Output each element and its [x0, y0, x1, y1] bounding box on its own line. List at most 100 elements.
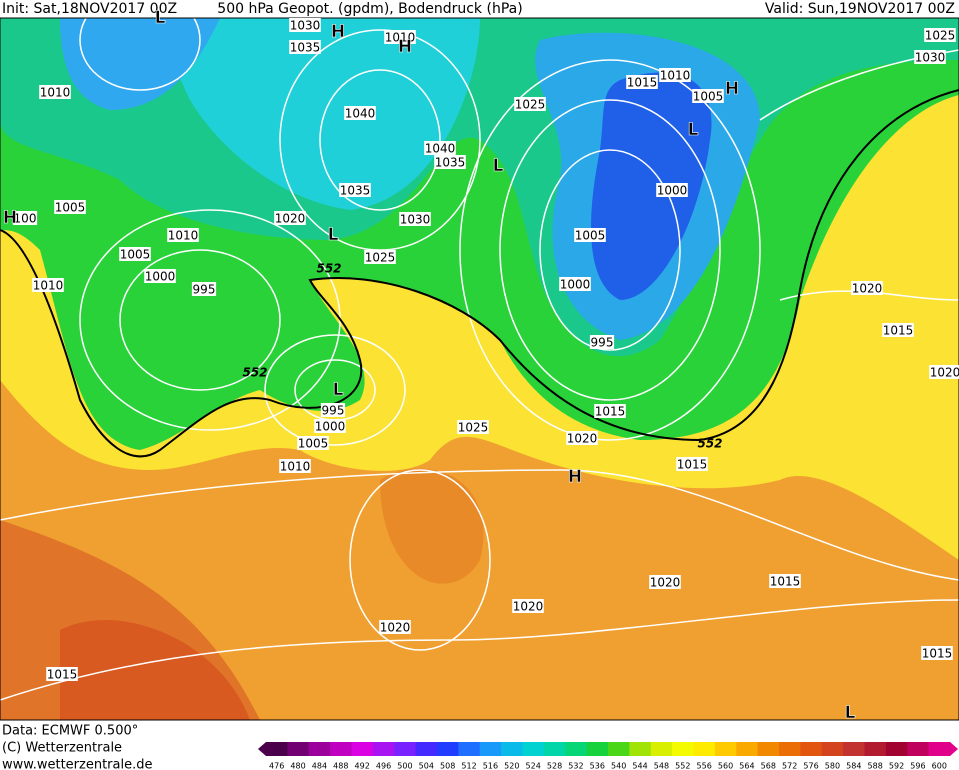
pressure-center: H: [568, 467, 582, 487]
isobar-label-bg: [457, 420, 489, 434]
isobar-label: 1005: [298, 437, 329, 451]
isobar-label: 1005: [575, 229, 606, 243]
colorbar-label: 564: [739, 762, 754, 770]
colorbar-label: 520: [504, 762, 519, 770]
pressure-center: L: [688, 120, 699, 140]
isobar-label: 1000: [315, 420, 346, 434]
colorbar-label: 588: [868, 762, 883, 770]
isobar-label-bg: [46, 667, 78, 681]
isobar-label-bg: [320, 403, 346, 417]
isobar-label: 1025: [458, 421, 489, 435]
isobar-label: 1035: [290, 41, 321, 55]
pressure-center: L: [328, 225, 339, 245]
colorbar-arrow: [950, 742, 958, 756]
copyright: (C) Wetterzentrale: [2, 741, 122, 756]
isobar-label: 1005: [55, 201, 86, 215]
isobar-label: 1010: [168, 229, 199, 243]
isobar-label: 1010: [385, 31, 416, 45]
colorbar-swatch: [308, 742, 331, 756]
colorbar-swatch: [714, 742, 737, 756]
colorbar-label: 516: [483, 762, 498, 770]
colorbar-label: 568: [761, 762, 776, 770]
colorbar-label: 592: [889, 762, 904, 770]
isobar-label-bg: [279, 459, 311, 473]
colorbar-label: 488: [333, 762, 348, 770]
isobar-label-bg: [364, 250, 396, 264]
isobar-label-bg: [167, 228, 199, 242]
isobar-label: 1030: [290, 19, 321, 33]
isobar-label: 1025: [515, 98, 546, 112]
colorbar-arrow: [258, 742, 266, 756]
colorbar-label: 600: [932, 762, 947, 770]
isobar-label: 1035: [435, 156, 466, 170]
colorbar-swatch: [821, 742, 844, 756]
colorbar-label: 572: [782, 762, 797, 770]
isobar-label: 1010: [660, 69, 691, 83]
colorbar-label: 532: [568, 762, 583, 770]
colorbar-label: 596: [910, 762, 925, 770]
colorbar-swatch: [672, 742, 694, 756]
isobar-label: 1040: [345, 107, 376, 121]
isobar-label: 1035: [340, 184, 371, 198]
colorbar-swatch: [437, 742, 459, 756]
isobar-label: 1010: [33, 279, 64, 293]
isobar-label: 1030: [400, 213, 431, 227]
colorbar-label: 544: [632, 762, 647, 770]
colorbar-swatch: [928, 742, 951, 756]
isobar-label-bg: [924, 28, 956, 42]
isobar-label-bg: [769, 574, 801, 588]
colorbar-label: 576: [803, 762, 818, 770]
isobar-label: 1005: [120, 248, 151, 262]
colorbar-swatch: [351, 742, 374, 756]
isobar-label: 1015: [627, 76, 658, 90]
colorbar-swatch: [266, 742, 288, 756]
colorbar-swatch: [330, 742, 352, 756]
isobar-label-bg: [344, 106, 376, 120]
isobar-label-bg: [692, 89, 724, 103]
isobar-label: 1015: [922, 647, 953, 661]
map-title: 500 hPa Geopot. (gpdm), Bodendruck (hPa): [217, 1, 522, 17]
colorbar-swatch: [736, 742, 759, 756]
pressure-center: L: [845, 703, 856, 723]
contour-label: 552: [242, 366, 267, 380]
pressure-center: L: [333, 380, 344, 400]
isobar-label-bg: [191, 282, 217, 296]
isobar-label: 1020: [650, 576, 681, 590]
init-label: Init: Sat,18NOV2017 00Z: [2, 1, 177, 17]
isobar-label: 1015: [883, 324, 914, 338]
isobar-label: 1040: [425, 142, 456, 156]
colorbar-swatch: [372, 742, 395, 756]
colorbar-swatch: [608, 742, 630, 756]
isobar-label: 1025: [925, 29, 956, 43]
colorbar-label: 484: [312, 762, 327, 770]
pressure-center: H: [398, 37, 412, 57]
colorbar-swatch: [650, 742, 673, 756]
colorbar-label: 548: [654, 762, 669, 770]
isobar-label-bg: [626, 75, 658, 89]
isobar-label-bg: [379, 620, 411, 634]
colorbar-swatch: [907, 742, 930, 756]
isobar-label: 1000: [657, 184, 688, 198]
isobar-label-bg: [589, 335, 615, 349]
map-field: [0, 18, 959, 720]
isobar-label-bg: [929, 365, 959, 379]
colorbar-label: 504: [419, 762, 434, 770]
colorbar-swatch: [394, 742, 417, 756]
colorbar-label: 556: [697, 762, 712, 770]
isobar-label-bg: [512, 599, 544, 613]
colorbar-label: 492: [355, 762, 370, 770]
colorbar-label: 528: [547, 762, 562, 770]
colorbar-swatch: [864, 742, 887, 756]
isobar-label-bg: [144, 269, 176, 283]
colorbar-label: 480: [290, 762, 305, 770]
isobar-label: 1000: [560, 278, 591, 292]
colorbar-label: 560: [718, 762, 733, 770]
contour-label: 552: [697, 437, 722, 451]
isobar-label-bg: [851, 281, 883, 295]
isobar-label-bg: [559, 277, 591, 291]
isobar-label-bg: [274, 211, 306, 225]
colorbar-swatch: [458, 742, 481, 756]
colorbar-swatch: [885, 742, 908, 756]
